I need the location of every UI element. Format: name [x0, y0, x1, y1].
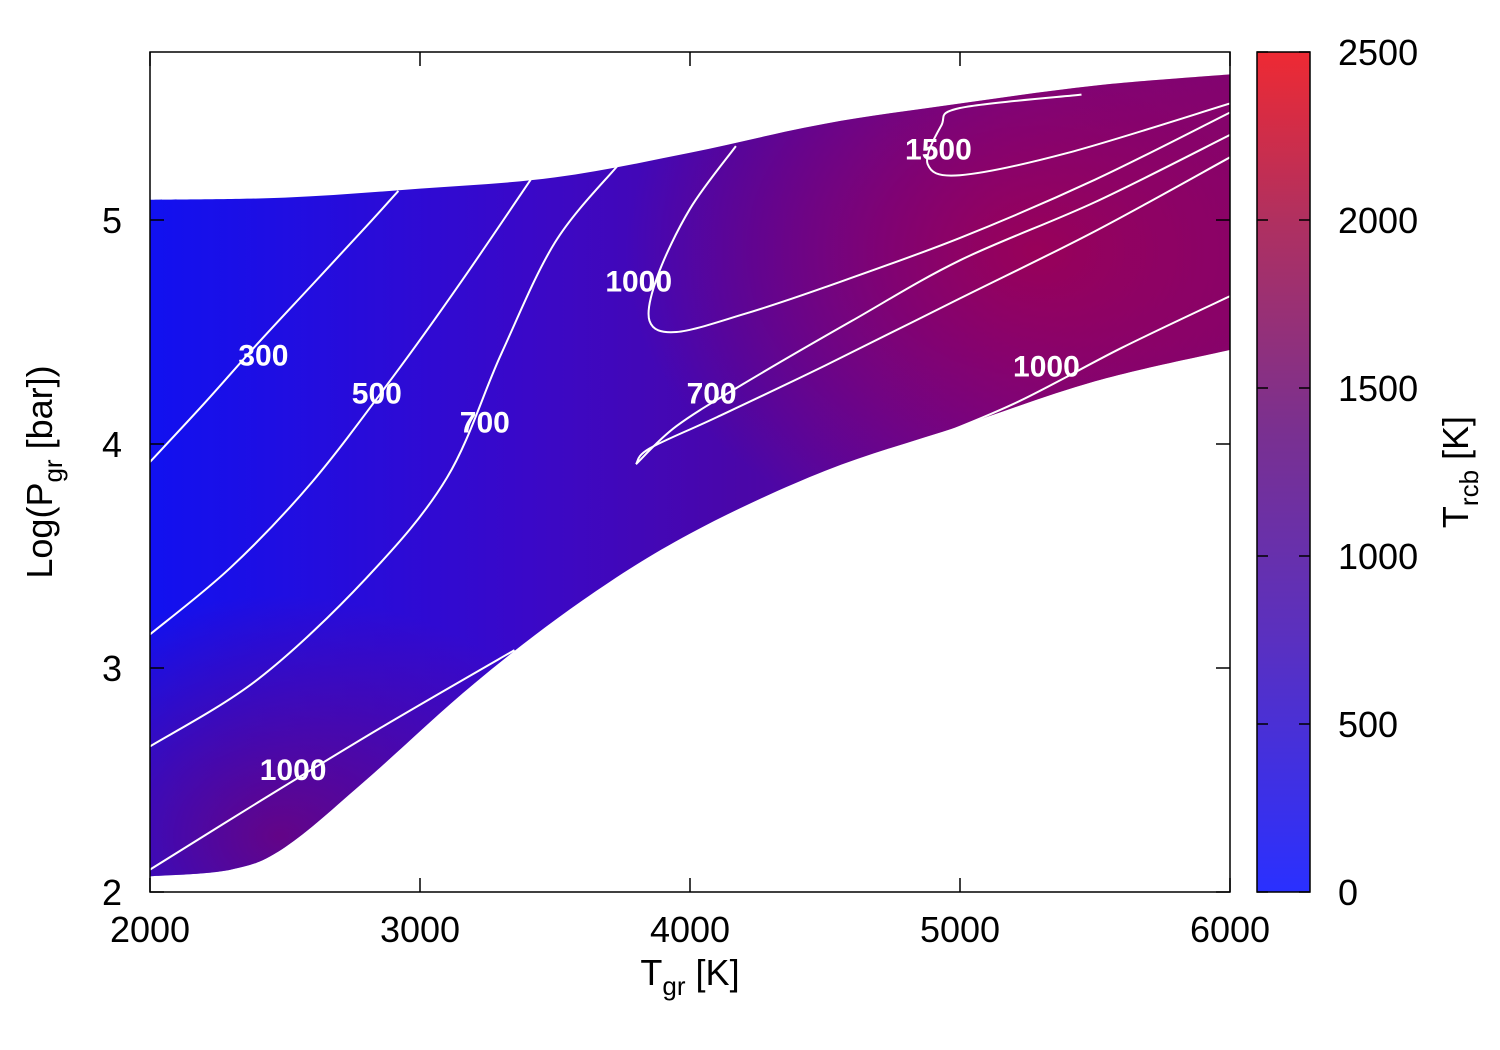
contour-line-1500-8	[926, 93, 1230, 177]
contour-label-300-0: 300	[238, 339, 288, 372]
cbar-tick-label-500: 500	[1338, 704, 1398, 745]
contour-line-1000-7	[805, 295, 1230, 490]
colorbar	[1256, 51, 1311, 893]
x-tick-label-4000: 4000	[650, 909, 730, 950]
y-tick-label-4: 4	[102, 424, 122, 465]
contour-line-unlabeled-6	[635, 156, 1230, 465]
heatmap-hot-lower	[150, 74, 1230, 877]
x-tick-label-3000: 3000	[380, 909, 460, 950]
cbar-tick-label-2500: 2500	[1338, 32, 1418, 73]
contour-line-700-2	[150, 165, 618, 748]
x-tick-label-5000: 5000	[920, 909, 1000, 950]
axis-tick-labels: 2000 3000 4000 5000 6000 2 3 4 5	[102, 200, 1270, 950]
contour-lines	[150, 93, 1230, 871]
y-tick-label-5: 5	[102, 200, 122, 241]
contour-label-1000-4: 1000	[605, 265, 672, 298]
axis-ticks	[149, 52, 1231, 893]
cbar-tick-label-1000: 1000	[1338, 536, 1418, 577]
contour-line-500-1	[150, 179, 532, 636]
contour-labels: 300 500 700 1000 1000 700 1000 1500	[238, 133, 1079, 786]
cbar-tick-label-0: 0	[1338, 872, 1358, 913]
y-tick-label-2: 2	[102, 872, 122, 913]
x-tick-label-6000: 6000	[1190, 909, 1270, 950]
cbar-tick-label-2000: 2000	[1338, 200, 1418, 241]
contour-line-700-5	[635, 134, 1230, 465]
y-tick-label-3: 3	[102, 648, 122, 689]
colorbar-ticks	[1257, 51, 1310, 893]
contour-line-300-0	[150, 190, 400, 463]
colorbar-tick-labels: 0 500 1000 1500 2000 2500	[1338, 32, 1418, 913]
contour-line-1000-4	[647, 111, 1230, 334]
cbar-tick-label-1500: 1500	[1338, 368, 1418, 409]
contour-label-700-5: 700	[687, 377, 737, 410]
x-axis-title: Tgr [K]	[640, 952, 739, 1001]
contour-label-500-1: 500	[352, 377, 402, 410]
contour-label-1000-6: 1000	[1013, 351, 1080, 384]
colorbar-title: Trcb [K]	[1435, 416, 1484, 528]
contour-label-1500-7: 1500	[905, 133, 972, 166]
contour-label-1000-3: 1000	[260, 754, 327, 787]
y-axis-title: Log(Pgr [bar])	[19, 365, 68, 578]
contour-label-700-2: 700	[460, 407, 510, 440]
contour-line-1000-3	[150, 649, 516, 871]
heatmap-field	[150, 74, 1230, 877]
x-tick-label-2000: 2000	[110, 909, 190, 950]
